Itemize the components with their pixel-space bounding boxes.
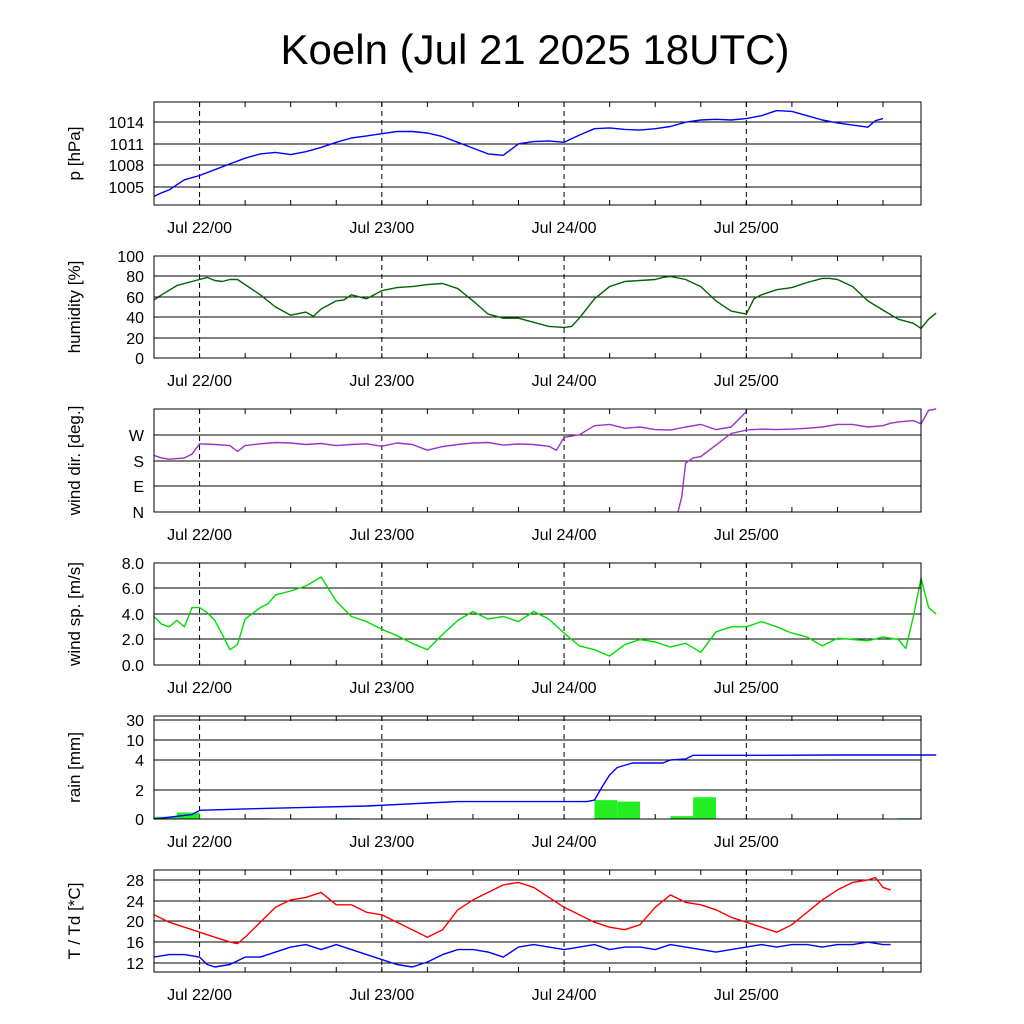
y-tick-label: 16 xyxy=(126,935,144,952)
y-axis-label: p [hPa] xyxy=(65,127,84,181)
series-line-1 xyxy=(677,408,937,513)
x-tick-label: Jul 23/00 xyxy=(349,220,414,237)
panel-frame xyxy=(153,101,922,206)
panel-frame xyxy=(153,255,922,359)
y-tick-label: 24 xyxy=(126,894,144,911)
x-tick-label: Jul 24/00 xyxy=(532,834,597,851)
x-tick-label: Jul 24/00 xyxy=(532,373,597,390)
series-line-t xyxy=(153,876,891,945)
x-tick-label: Jul 23/00 xyxy=(349,373,414,390)
x-tick-label: Jul 23/00 xyxy=(349,987,414,1004)
y-tick-label: 60 xyxy=(126,290,144,307)
y-tick-label: 0 xyxy=(135,351,144,368)
y-tick-label: 4 xyxy=(135,753,144,770)
y-tick-label: 40 xyxy=(126,310,144,327)
panel-frame xyxy=(153,715,922,820)
y-tick-label: 30 xyxy=(126,713,144,730)
series-line-td xyxy=(153,941,891,968)
y-tick-label: 80 xyxy=(126,269,144,286)
rain-bar xyxy=(670,816,694,819)
x-tick-label: Jul 23/00 xyxy=(349,680,414,697)
x-tick-label: Jul 25/00 xyxy=(714,220,779,237)
x-tick-label: Jul 24/00 xyxy=(532,987,597,1004)
x-tick-label: Jul 25/00 xyxy=(714,373,779,390)
series-line-0 xyxy=(153,576,937,657)
y-axis-label: T / Td [*C] xyxy=(65,883,84,960)
y-tick-label: 6.0 xyxy=(122,581,144,598)
x-tick-label: Jul 22/00 xyxy=(167,373,232,390)
y-tick-label: 1008 xyxy=(108,158,144,175)
y-tick-label: 1011 xyxy=(110,137,145,154)
y-axis-label: humidity [%] xyxy=(65,261,84,354)
y-tick-label: 2 xyxy=(135,783,144,800)
x-tick-label: Jul 23/00 xyxy=(349,527,414,544)
y-tick-label: 10 xyxy=(126,733,144,750)
chart-title: Koeln (Jul 21 2025 18UTC) xyxy=(280,26,790,73)
x-tick-label: Jul 24/00 xyxy=(532,220,597,237)
x-tick-label: Jul 24/00 xyxy=(532,527,597,544)
x-tick-label: Jul 22/00 xyxy=(167,220,232,237)
y-tick-label: 28 xyxy=(126,873,144,890)
x-tick-label: Jul 25/00 xyxy=(714,527,779,544)
x-tick-label: Jul 22/00 xyxy=(167,680,232,697)
y-tick-label: 1014 xyxy=(108,115,144,132)
x-tick-label: Jul 25/00 xyxy=(714,834,779,851)
series-line-0 xyxy=(153,275,937,330)
y-tick-label: 1005 xyxy=(108,180,144,197)
rain-bar xyxy=(594,800,618,819)
rain-bar xyxy=(617,801,641,819)
y-tick-label: 100 xyxy=(117,249,144,266)
x-tick-label: Jul 22/00 xyxy=(167,527,232,544)
y-tick-label: 20 xyxy=(126,914,144,931)
y-tick-label: 20 xyxy=(126,331,144,348)
y-tick-label: 12 xyxy=(126,956,144,973)
series-line-0 xyxy=(153,411,747,460)
rain-bar xyxy=(693,797,716,819)
y-tick-label: 8.0 xyxy=(122,556,144,573)
y-tick-label: 2.0 xyxy=(122,632,144,649)
series-line-accumulated xyxy=(153,754,937,820)
x-tick-label: Jul 25/00 xyxy=(714,987,779,1004)
y-tick-label: 4.0 xyxy=(122,607,144,624)
series-line-0 xyxy=(153,109,884,198)
y-tick-label: 0 xyxy=(135,812,144,829)
y-tick-label: W xyxy=(129,428,145,445)
y-tick-label: N xyxy=(132,505,144,522)
y-tick-label: E xyxy=(133,479,144,496)
x-tick-label: Jul 24/00 xyxy=(532,680,597,697)
y-tick-label: S xyxy=(133,454,144,471)
y-axis-label: rain [mm] xyxy=(65,732,84,803)
y-tick-label: 0.0 xyxy=(122,658,144,675)
y-axis-label: wind sp. [m/s] xyxy=(65,562,84,667)
y-axis-label: wind dir. [deg.] xyxy=(65,406,84,517)
x-tick-label: Jul 22/00 xyxy=(167,834,232,851)
x-tick-label: Jul 22/00 xyxy=(167,987,232,1004)
x-tick-label: Jul 25/00 xyxy=(714,680,779,697)
x-tick-label: Jul 23/00 xyxy=(349,834,414,851)
